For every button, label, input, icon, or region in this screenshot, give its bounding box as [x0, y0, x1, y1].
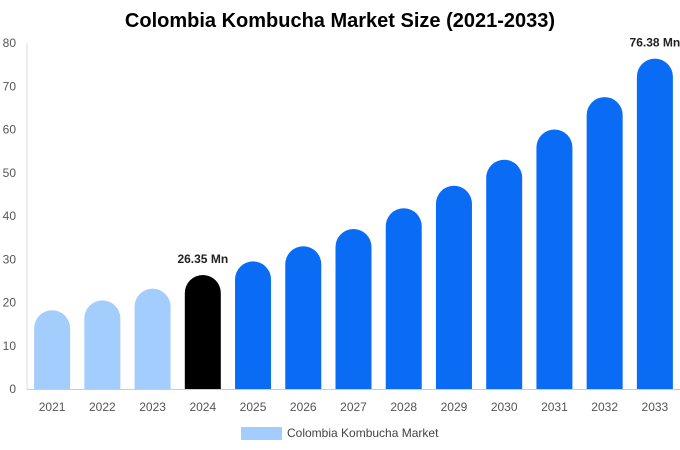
y-tick-label: 60 — [3, 123, 17, 137]
x-tick-label: 2026 — [290, 400, 317, 414]
x-tick-label: 2027 — [340, 400, 367, 414]
x-tick-label: 2030 — [491, 400, 518, 414]
y-axis: 0 10 20 30 40 50 60 70 80 — [3, 36, 28, 396]
x-tick-label: 2024 — [189, 400, 216, 414]
bar-2025[interactable] — [235, 261, 272, 389]
bar-2030[interactable] — [486, 159, 523, 389]
y-tick-label: 70 — [3, 79, 17, 93]
bars — [34, 58, 673, 390]
x-tick-label: 2025 — [240, 400, 267, 414]
bar-2023[interactable] — [134, 288, 171, 389]
x-tick-label: 2023 — [139, 400, 166, 414]
x-tick-label: 2022 — [89, 400, 116, 414]
bar-2029[interactable] — [435, 185, 472, 389]
data-label: 76.38 Mn — [630, 36, 680, 50]
x-tick-label: 2033 — [642, 400, 669, 414]
bar-2021[interactable] — [34, 310, 71, 389]
bar-2022[interactable] — [84, 300, 121, 389]
x-tick-label: 2028 — [390, 400, 417, 414]
bar-2032[interactable] — [586, 97, 623, 389]
y-tick-label: 50 — [3, 166, 17, 180]
chart-title: Colombia Kombucha Market Size (2021-2033… — [125, 10, 555, 32]
x-tick-label: 2029 — [441, 400, 468, 414]
legend[interactable]: Colombia Kombucha Market — [241, 426, 439, 440]
y-tick-label: 0 — [9, 382, 16, 396]
bar-2024[interactable] — [184, 275, 221, 389]
y-tick-label: 10 — [3, 339, 17, 353]
data-label: 26.35 Mn — [177, 252, 228, 266]
y-tick-label: 80 — [3, 36, 17, 50]
bar-2026[interactable] — [285, 246, 322, 389]
data-labels: 26.35 Mn 76.38 Mn — [177, 36, 680, 266]
bar-2027[interactable] — [335, 228, 372, 389]
legend-label: Colombia Kombucha Market — [287, 426, 439, 440]
legend-swatch — [241, 427, 282, 440]
x-tick-label: 2032 — [591, 400, 618, 414]
y-tick-label: 20 — [3, 296, 17, 310]
x-tick-label: 2031 — [541, 400, 568, 414]
bar-2033[interactable] — [636, 58, 673, 390]
x-tick-label: 2021 — [39, 400, 66, 414]
y-tick-label: 30 — [3, 252, 17, 266]
x-axis: 2021 2022 2023 2024 2025 2026 2027 2028 2029 2030… — [39, 400, 669, 414]
bar-2031[interactable] — [536, 129, 573, 390]
y-tick-label: 40 — [3, 209, 17, 223]
bar-2028[interactable] — [385, 208, 422, 389]
